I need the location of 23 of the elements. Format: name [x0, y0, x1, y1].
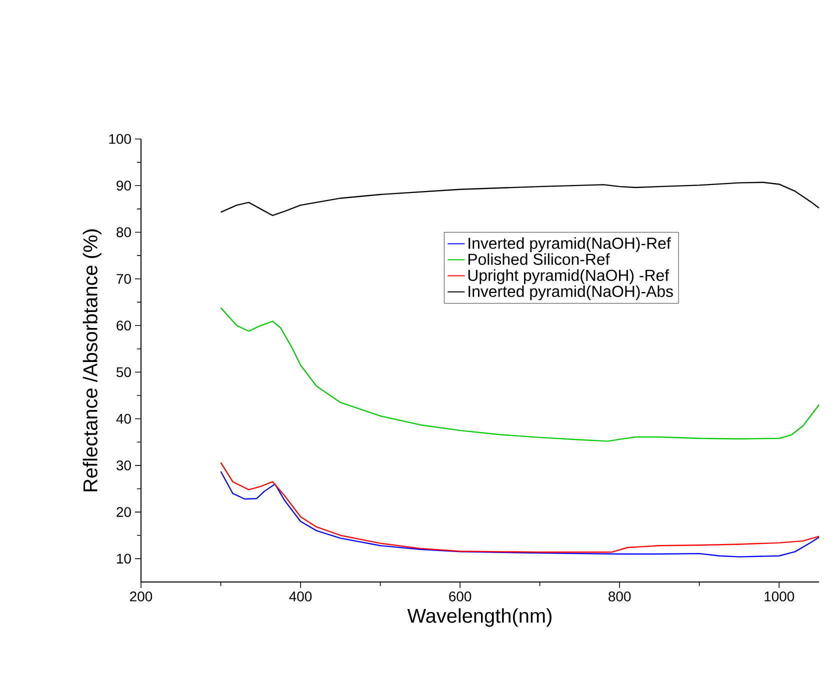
line-series [220, 307, 820, 442]
x-tick-label: 200 [130, 592, 152, 602]
y-tick-label: 20 [116, 507, 131, 517]
y-tick-label: 40 [116, 414, 131, 424]
legend-label: Inverted pyramid(NaOH)-Ref [468, 237, 671, 252]
legend-label: Inverted pyramid(NaOH)-Abs [468, 285, 673, 300]
legend-label: Polished Silicon-Ref [468, 253, 610, 265]
x-tick-label: 1000 [764, 592, 794, 602]
y-tick-label: 10 [117, 554, 131, 564]
legend-label: Upright pyramid(NaOH) -Ref [468, 269, 670, 284]
y-tick-label: 90 [116, 180, 131, 191]
y-axis-title: Reflectance /Absorbtance (%) [82, 229, 102, 492]
x-tick-label: 400 [289, 592, 312, 602]
x-tick-label: 600 [449, 592, 472, 602]
x-tick-label: 800 [608, 592, 631, 602]
y-tick-label: 30 [116, 460, 131, 470]
y-tick-label: 70 [116, 274, 131, 284]
y-tick-label: 50 [116, 367, 131, 378]
line-series [220, 182, 820, 216]
x-axis-title: Wavelength(nm) [407, 608, 552, 627]
y-tick-label: 80 [116, 227, 131, 238]
y-tick-label: 100 [109, 134, 131, 144]
y-tick-label: 60 [116, 320, 131, 330]
